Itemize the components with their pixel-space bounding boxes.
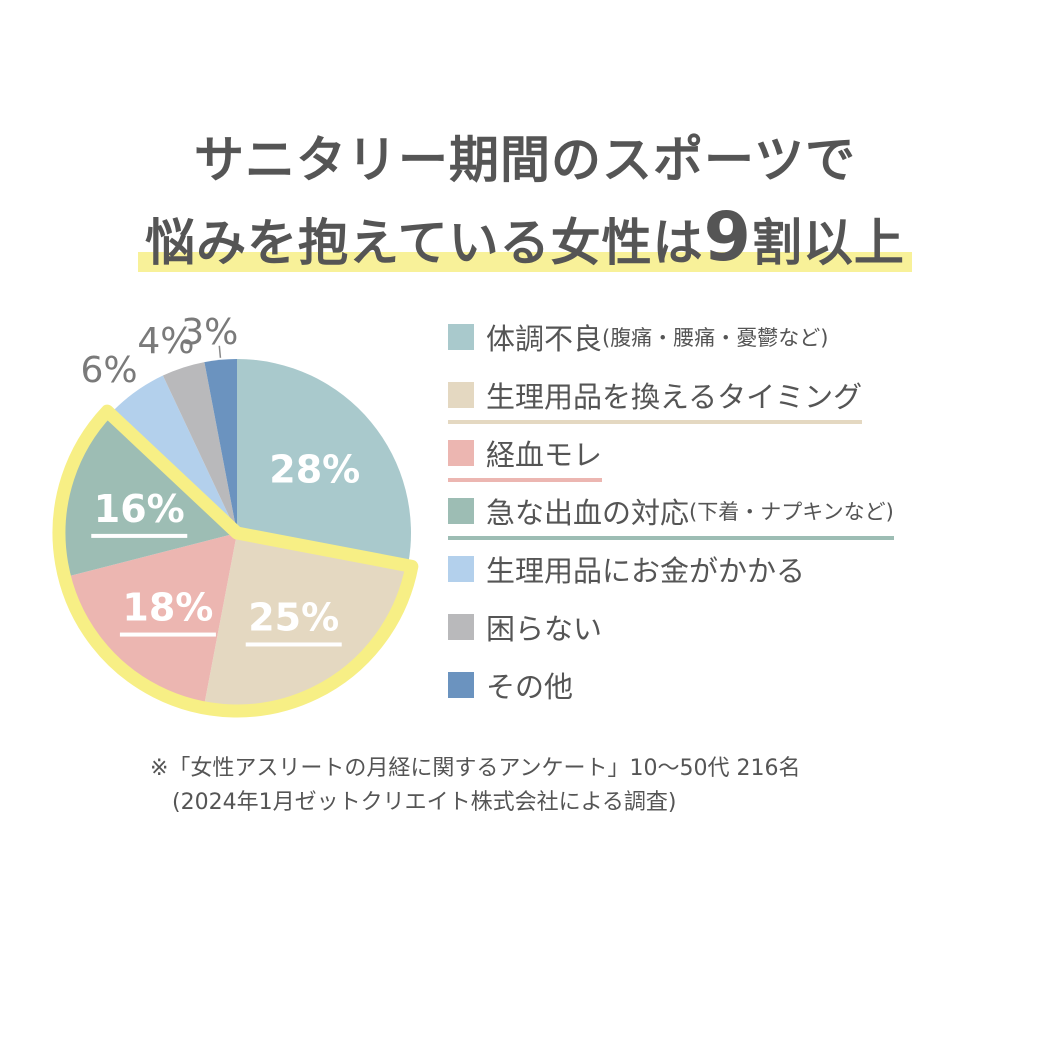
legend-swatch	[448, 614, 474, 640]
legend-label: 急な出血の対応	[486, 496, 690, 530]
legend-underline	[448, 536, 894, 540]
legend-underline	[448, 420, 863, 424]
legend-item: その他	[448, 656, 894, 714]
slice-label: 25%	[248, 595, 339, 639]
pie-slice	[162, 362, 237, 533]
legend-label: その他	[486, 670, 574, 704]
pie-slice	[68, 533, 238, 704]
legend-swatch	[448, 324, 474, 350]
legend-label: 生理用品を換えるタイミング	[486, 380, 863, 414]
title-line-2: 悩みを抱えている女性は9割以上	[0, 198, 1050, 277]
slice-label-underline	[91, 533, 188, 538]
slice-label: 28%	[269, 448, 360, 492]
legend-swatch	[448, 440, 474, 466]
legend-item: 体調不良 (腹痛・腰痛・憂鬱など)	[448, 308, 894, 366]
pie-chart: 28% 25% 18% 16% 6%4%3%	[52, 312, 419, 718]
legend-underline	[448, 478, 603, 482]
legend-label: 困らない	[486, 612, 603, 646]
legend-detail: (腹痛・腰痛・憂鬱など)	[602, 326, 829, 350]
pie-slice	[204, 533, 408, 707]
legend-label: 生理用品にお金がかかる	[486, 554, 806, 588]
legend-label: 体調不良	[486, 322, 603, 356]
legend-swatch	[448, 556, 474, 582]
slice-label: 4%	[137, 321, 194, 362]
pie-slice	[110, 375, 237, 533]
slice-label: 16%	[94, 487, 185, 531]
legend-label: 経血モレ	[486, 438, 603, 472]
legend-item: 生理用品にお金がかかる	[448, 540, 894, 598]
legend-item: 経血モレ	[448, 424, 603, 482]
legend-swatch	[448, 672, 474, 698]
leader-line	[218, 345, 222, 358]
legend-detail: (下着・ナプキンなど)	[689, 500, 894, 524]
legend-item: 急な出血の対応 (下着・ナプキンなど)	[448, 482, 894, 540]
legend-item: 生理用品を換えるタイミング	[448, 366, 863, 424]
title-line-1: サニタリー期間のスポーツで	[194, 131, 856, 189]
slice-label: 18%	[122, 586, 213, 630]
highlight-outline	[52, 404, 419, 718]
title-line-2-post: 割以上	[751, 214, 905, 272]
title-highlight	[138, 252, 912, 272]
legend-swatch	[448, 498, 474, 524]
slice-label: 6%	[81, 350, 138, 391]
legend-swatch	[448, 382, 474, 408]
pie-slice	[204, 359, 237, 533]
pie-slice	[237, 359, 411, 566]
slice-label-underline	[119, 632, 216, 637]
title-number: 9	[703, 198, 752, 277]
title-line-2-pre: 悩みを抱えている女性は	[145, 214, 704, 272]
survey-note: ※「女性アスリートの月経に関するアンケート」10〜50代 216名 (2024年…	[150, 752, 801, 820]
slice-label-underline	[245, 642, 342, 647]
note-line-1: ※「女性アスリートの月経に関するアンケート」10〜50代 216名	[150, 756, 801, 781]
legend: 体調不良 (腹痛・腰痛・憂鬱など) 生理用品を換えるタイミング 経血モレ急な出血の対応…	[448, 308, 894, 714]
legend-item: 困らない	[448, 598, 894, 656]
note-line-2: (2024年1月ゼットクリエイト株式会社による調査)	[172, 790, 677, 815]
slice-label: 3%	[181, 312, 238, 353]
